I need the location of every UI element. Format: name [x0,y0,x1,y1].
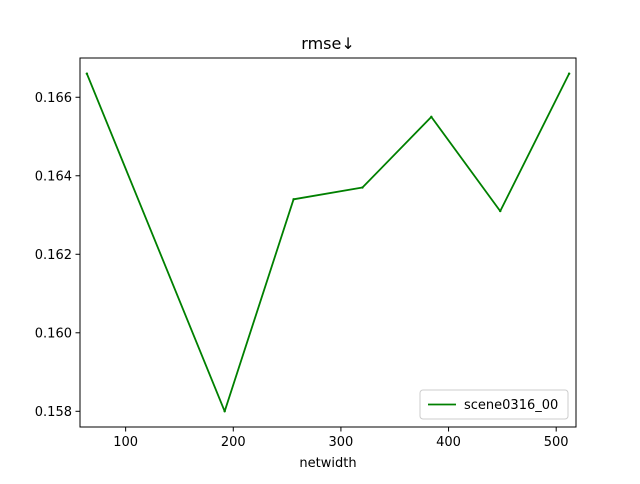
plot-frame [79,57,577,428]
y-tick-label: 0.162 [35,248,72,263]
y-tick-label: 0.164 [35,169,72,184]
x-tick-label: 500 [544,435,569,450]
y-tick-label: 0.160 [35,326,72,341]
data-point [499,209,502,213]
x-tick-label: 200 [221,435,246,450]
data-point [430,115,433,119]
legend-label: scene0316_00 [464,398,558,413]
x-tick-label: 300 [329,435,354,450]
chart-title: rmse↓ [301,34,354,53]
x-axis-label: netwidth [299,456,356,471]
x-tick-label: 400 [436,435,461,450]
legend-box [419,389,569,420]
y-tick-label: 0.166 [35,91,72,106]
x-tick-label: 100 [113,435,138,450]
data-point [567,72,571,75]
data-point [292,198,295,201]
y-tick-label: 0.158 [35,405,72,420]
data-point [223,410,226,413]
data-point [85,72,89,75]
data-point [361,186,364,189]
